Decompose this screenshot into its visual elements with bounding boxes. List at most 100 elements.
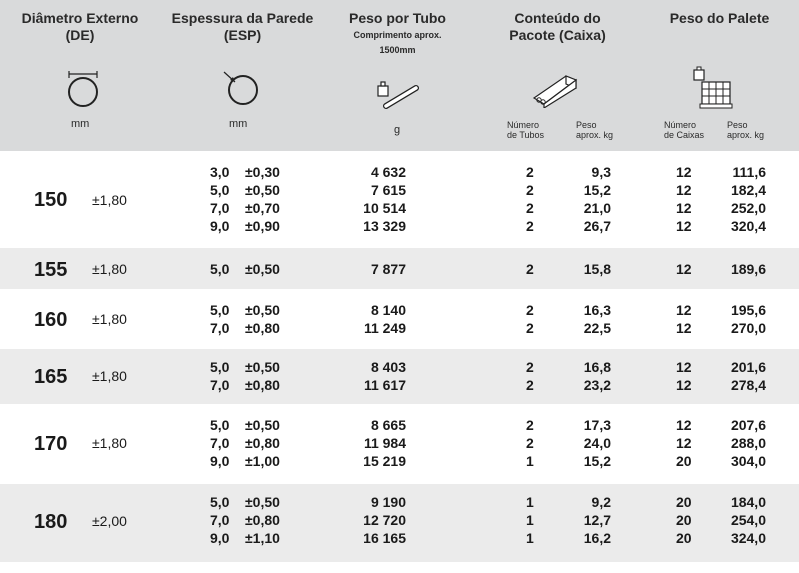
header-palete-col1: Número de Caixas — [664, 120, 704, 140]
esp-value: 5,0 — [210, 182, 230, 198]
num-tubos-value: 2 — [526, 302, 534, 318]
peso-caixa-value: 16,3 — [583, 302, 611, 318]
group-155: 155 ±1,80 5,0 ±0,50 7 877 2 15,8 12 189,… — [0, 248, 799, 289]
header-palete-title: Peso do Palete — [669, 10, 770, 26]
peso-tubo-value: 11 984 — [363, 435, 406, 451]
table-row: 5,0 ±0,50 7 615 2 15,2 12 182,4 — [0, 181, 799, 199]
num-caixas-value: 12 — [676, 182, 692, 198]
num-caixas-value: 20 — [676, 494, 692, 510]
table-row: 7,0 ±0,70 10 514 2 21,0 12 252,0 — [0, 199, 799, 217]
header-pacote-col1: Número de Tubos — [507, 120, 544, 140]
num-caixas-value: 12 — [676, 377, 692, 393]
peso-palete-value: 320,4 — [730, 218, 766, 234]
esp-tolerance: ±0,50 — [245, 494, 280, 510]
header-palete-col1-line1: Número — [664, 120, 697, 130]
header-pacote-col1-line2: de Tubos — [507, 130, 545, 140]
num-caixas-value: 12 — [676, 359, 692, 375]
num-caixas-value: 20 — [676, 530, 692, 546]
num-tubos-value: 2 — [526, 164, 534, 180]
group-150: 150 ±1,80 3,0 ±0,30 4 632 2 9,3 12 111,6… — [0, 151, 799, 244]
peso-palete-value: 304,0 — [730, 453, 766, 469]
esp-tolerance: ±0,80 — [245, 320, 280, 336]
num-tubos-value: 2 — [526, 182, 534, 198]
table-row: 5,0 ±0,50 8 140 2 16,3 12 195,6 — [0, 301, 799, 319]
num-caixas-value: 12 — [676, 435, 692, 451]
peso-caixa-value: 17,3 — [583, 417, 611, 433]
num-tubos-value: 2 — [526, 417, 534, 433]
header-pacote-col2-line1: Peso — [576, 120, 597, 130]
group-170: 170 ±1,80 5,0 ±0,50 8 665 2 17,3 12 207,… — [0, 406, 799, 480]
num-caixas-value: 12 — [676, 218, 692, 234]
esp-tolerance: ±0,30 — [245, 164, 280, 180]
peso-tubo-value: 9 190 — [370, 494, 406, 510]
peso-caixa-value: 15,2 — [583, 453, 611, 469]
header-peso-tubo-sub1: Comprimento aprox. — [353, 30, 442, 40]
esp-tolerance: ±1,00 — [245, 453, 280, 469]
esp-value: 5,0 — [210, 302, 230, 318]
esp-value: 7,0 — [210, 377, 230, 393]
esp-tolerance: ±0,90 — [245, 218, 280, 234]
table-row: 9,0 ±1,00 15 219 1 15,2 20 304,0 — [0, 452, 799, 470]
esp-value: 5,0 — [210, 417, 230, 433]
peso-tubo-value: 11 249 — [363, 320, 406, 336]
header-peso-tubo: Peso por Tubo Comprimento aprox. 1500mm — [325, 0, 470, 56]
num-tubos-value: 1 — [526, 453, 534, 469]
num-tubos-value: 1 — [526, 494, 534, 510]
peso-palete-value: 254,0 — [730, 512, 766, 528]
header-de-title-line2: (DE) — [65, 27, 95, 43]
de-tolerance: ±1,80 — [92, 368, 127, 384]
num-caixas-value: 12 — [676, 302, 692, 318]
peso-caixa-value: 21,0 — [583, 200, 611, 216]
peso-caixa-value: 24,0 — [583, 435, 611, 451]
peso-palete-value: 111,6 — [732, 164, 767, 180]
esp-value: 7,0 — [210, 320, 230, 336]
header-pacote-title: Conteúdo do Pacote (Caixa) — [480, 10, 635, 44]
header-esp-title-line1: Espessura da Parede — [171, 10, 314, 26]
peso-tubo-value: 7 615 — [370, 182, 406, 198]
peso-palete-value: 288,0 — [730, 435, 766, 451]
header-palete: Peso do Palete — [640, 0, 799, 27]
peso-palete-value: 201,6 — [730, 359, 766, 375]
table-row: 5,0 ±0,50 8 403 2 16,8 12 201,6 — [0, 358, 799, 376]
de-value: 170 — [34, 433, 68, 455]
peso-tubo-value: 15 219 — [363, 453, 406, 469]
esp-tolerance: ±0,70 — [245, 200, 280, 216]
header-pacote-col2-line2: aprox. kg — [576, 130, 614, 140]
peso-tubo-value: 12 720 — [363, 512, 406, 528]
header-esp-title: Espessura da Parede (ESP) — [160, 10, 325, 44]
peso-caixa-value: 26,7 — [583, 218, 611, 234]
peso-tubo-value: 7 877 — [370, 261, 406, 277]
header-palete-col2-line2: aprox. kg — [727, 130, 765, 140]
de-tolerance: ±1,80 — [92, 435, 127, 451]
peso-tubo-value: 8 140 — [370, 302, 406, 318]
peso-tubo-value: 4 632 — [370, 164, 406, 180]
box-icon — [532, 75, 578, 108]
de-tolerance: ±1,80 — [92, 311, 127, 327]
header-peso-tubo-unit: g — [394, 124, 401, 136]
peso-palete-value: 195,6 — [730, 302, 766, 318]
weight-tube-icon — [377, 81, 419, 109]
header-pacote-col1-line1: Número — [507, 120, 540, 130]
peso-palete-value: 182,4 — [730, 182, 766, 198]
table-row: 9,0 ±1,10 16 165 1 16,2 20 324,0 — [0, 529, 799, 547]
header-palete-col1-line2: de Caixas — [664, 130, 705, 140]
de-tolerance: ±2,00 — [92, 513, 127, 529]
wall-thickness-icon — [223, 71, 258, 105]
num-tubos-value: 2 — [526, 435, 534, 451]
peso-caixa-value: 15,8 — [583, 261, 611, 277]
peso-palete-value: 184,0 — [730, 494, 766, 510]
esp-value: 9,0 — [210, 218, 230, 234]
esp-tolerance: ±0,50 — [245, 359, 280, 375]
de-value: 165 — [34, 366, 68, 388]
table-row: 5,0 ±0,50 8 665 2 17,3 12 207,6 — [0, 416, 799, 434]
table-header: Diâmetro Externo (DE) mm Espessura da Pa… — [0, 0, 799, 151]
header-de: Diâmetro Externo (DE) — [0, 0, 160, 44]
num-caixas-value: 12 — [676, 320, 692, 336]
esp-value: 7,0 — [210, 435, 230, 451]
num-tubos-value: 2 — [526, 359, 534, 375]
esp-tolerance: ±0,80 — [245, 377, 280, 393]
peso-caixa-value: 16,8 — [583, 359, 611, 375]
esp-value: 3,0 — [210, 164, 230, 180]
group-165: 165 ±1,80 5,0 ±0,50 8 403 2 16,8 12 201,… — [0, 349, 799, 404]
num-tubos-value: 1 — [526, 512, 534, 528]
